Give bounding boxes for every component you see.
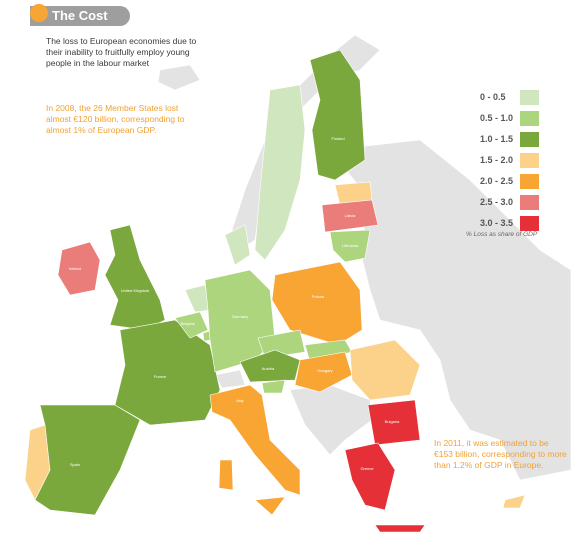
- background-land: [329, 139, 571, 481]
- legend-item-label: 0 - 0.5: [480, 92, 506, 102]
- country-austria: [239, 349, 301, 383]
- country-greece-crete: [374, 524, 426, 533]
- country-label-italy: Italy: [236, 398, 243, 403]
- country-label-hungary: Hungary: [317, 368, 332, 373]
- legend-caption: % Loss as share of GDP: [466, 231, 538, 238]
- legend-item-swatch: [520, 174, 539, 189]
- country-slovenia: [261, 379, 286, 394]
- country-hungary: [294, 351, 353, 393]
- legend-item-swatch: [520, 132, 539, 147]
- country-spain: [34, 404, 141, 516]
- country-latvia: [321, 199, 379, 233]
- legend-item-label: 2.5 - 3.0: [480, 197, 514, 207]
- background-land-switzerland: [214, 369, 246, 389]
- country-lithuania: [329, 229, 371, 263]
- country-label-germany: Germany: [232, 314, 248, 319]
- country-cyprus: [502, 494, 526, 509]
- legend-item-label: 2.0 - 2.5: [480, 176, 514, 186]
- title-bullet: [30, 4, 48, 22]
- country-bulgaria: [367, 399, 421, 446]
- country-label-finland: Finland: [331, 136, 344, 141]
- country-ireland: [57, 241, 101, 296]
- country-label-spain: Spain: [70, 462, 80, 467]
- country-label-france: France: [154, 374, 167, 379]
- country-label-austria: Austria: [262, 366, 275, 371]
- legend-item: 2.5 - 3.0: [472, 195, 562, 213]
- country-label-belgium: Belgium: [181, 321, 196, 326]
- legend-item: 2.0 - 2.5: [472, 174, 562, 192]
- legend-item-swatch: [520, 216, 539, 231]
- subtitle: The loss to European economies due to th…: [46, 36, 197, 68]
- country-label-united-kingdom: United Kingdom: [121, 288, 150, 293]
- legend-item: 1.5 - 2.0: [472, 153, 562, 171]
- country-label-poland: Poland: [312, 294, 324, 299]
- title-text: The Cost: [52, 8, 108, 23]
- country-united-kingdom: [104, 224, 166, 331]
- country-label-lithuania: Lithuania: [342, 243, 359, 248]
- legend-item-label: 0.5 - 1.0: [480, 113, 514, 123]
- legend-item-label: 1.5 - 2.0: [480, 155, 514, 165]
- legend-item-swatch: [520, 90, 539, 105]
- country-denmark: [224, 224, 251, 266]
- country-czech-republic: [257, 329, 306, 359]
- legend-item-swatch: [520, 195, 539, 210]
- note-2011: In 2011, it was estimated to be €153 bil…: [434, 438, 567, 470]
- legend-item-swatch: [520, 111, 539, 126]
- legend-item: 3.0 - 3.5: [472, 216, 562, 234]
- legend-item-label: 1.0 - 1.5: [480, 134, 514, 144]
- legend-item: 0.5 - 1.0: [472, 111, 562, 129]
- legend-item: 0 - 0.5: [472, 90, 562, 108]
- country-label-ireland: Ireland: [69, 266, 81, 271]
- legend-item-label: 3.0 - 3.5: [480, 218, 514, 228]
- country-belgium: [174, 311, 209, 339]
- country-italy-sicily: [254, 496, 286, 516]
- legend-item-swatch: [520, 153, 539, 168]
- note-2008: In 2008, the 26 Member States lost almos…: [46, 103, 185, 135]
- country-label-latvia: Latvia: [345, 213, 356, 218]
- country-label-greece: Greece: [360, 466, 374, 471]
- country-poland: [271, 261, 363, 346]
- country-sweden: [254, 84, 306, 261]
- country-finland: [309, 49, 366, 181]
- title-bar: The Cost: [30, 6, 130, 26]
- country-italy: [209, 384, 301, 496]
- background-land-iceland: [157, 64, 201, 91]
- country-italy-sardinia: [218, 459, 234, 491]
- country-label-bulgaria: Bulgaria: [385, 419, 400, 424]
- country-greece: [344, 442, 396, 511]
- background-land-balkans: [289, 384, 373, 456]
- legend-item: 1.0 - 1.5: [472, 132, 562, 150]
- country-romania: [349, 339, 421, 401]
